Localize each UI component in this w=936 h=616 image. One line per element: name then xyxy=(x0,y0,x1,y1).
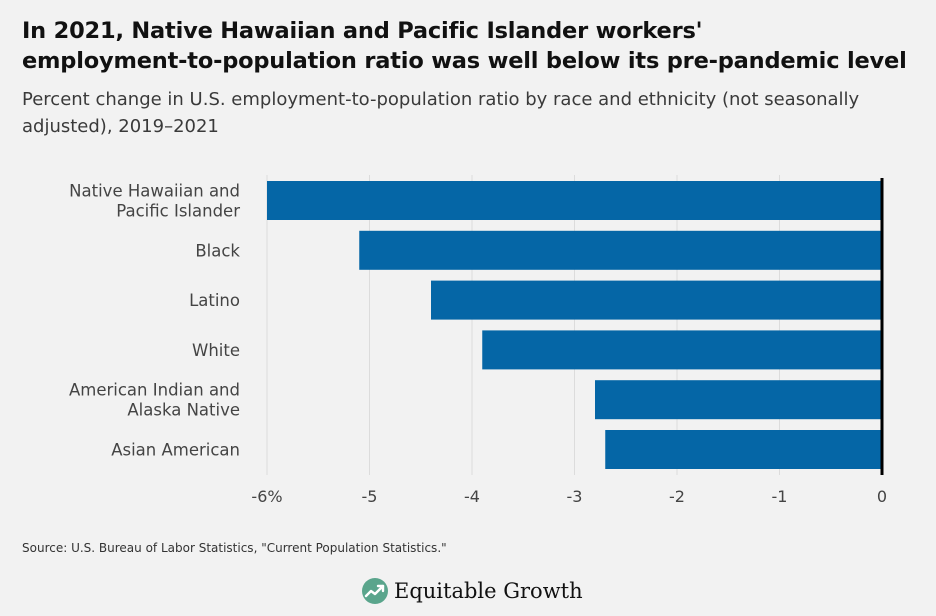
category-label: American Indian and xyxy=(69,381,240,400)
x-tick-label: -6% xyxy=(251,487,282,506)
bars xyxy=(267,181,882,469)
x-tick-label: -1 xyxy=(772,487,788,506)
category-label: Asian American xyxy=(111,441,240,460)
chart-title-line-1: In 2021, Native Hawaiian and Pacific Isl… xyxy=(22,18,703,44)
x-axis-tick-labels: -6% -5 -4 -3 -2 -1 0 xyxy=(251,487,887,506)
equitable-growth-logo: Equitable Growth xyxy=(362,574,583,608)
category-label: White xyxy=(192,341,240,360)
category-label: Latino xyxy=(189,291,240,310)
x-tick-label: -2 xyxy=(669,487,685,506)
category-label: Alaska Native xyxy=(127,401,240,420)
source-note: Source: U.S. Bureau of Labor Statistics,… xyxy=(22,541,447,555)
chart-subtitle: Percent change in U.S. employment-to-pop… xyxy=(22,89,860,137)
chart-title-line-2: employment-to-population ratio was well … xyxy=(22,48,907,74)
bar xyxy=(482,330,882,370)
category-label: Black xyxy=(195,241,240,260)
bar xyxy=(605,430,882,469)
x-tick-label: -4 xyxy=(464,487,480,506)
category-label: Pacific Islander xyxy=(116,202,240,221)
chart-title: In 2021, Native Hawaiian and Pacific Isl… xyxy=(22,16,922,76)
bar xyxy=(267,181,882,220)
grid-lines xyxy=(266,175,780,475)
brand-name: Equitable Growth xyxy=(394,579,583,603)
bar xyxy=(431,280,882,320)
bar xyxy=(595,380,882,420)
x-tick-label: -5 xyxy=(362,487,378,506)
category-label: Native Hawaiian and xyxy=(69,182,240,201)
x-tick-label: 0 xyxy=(877,487,887,506)
x-tick-label: -3 xyxy=(567,487,583,506)
growth-leaf-icon xyxy=(362,578,388,604)
bar xyxy=(359,230,882,270)
